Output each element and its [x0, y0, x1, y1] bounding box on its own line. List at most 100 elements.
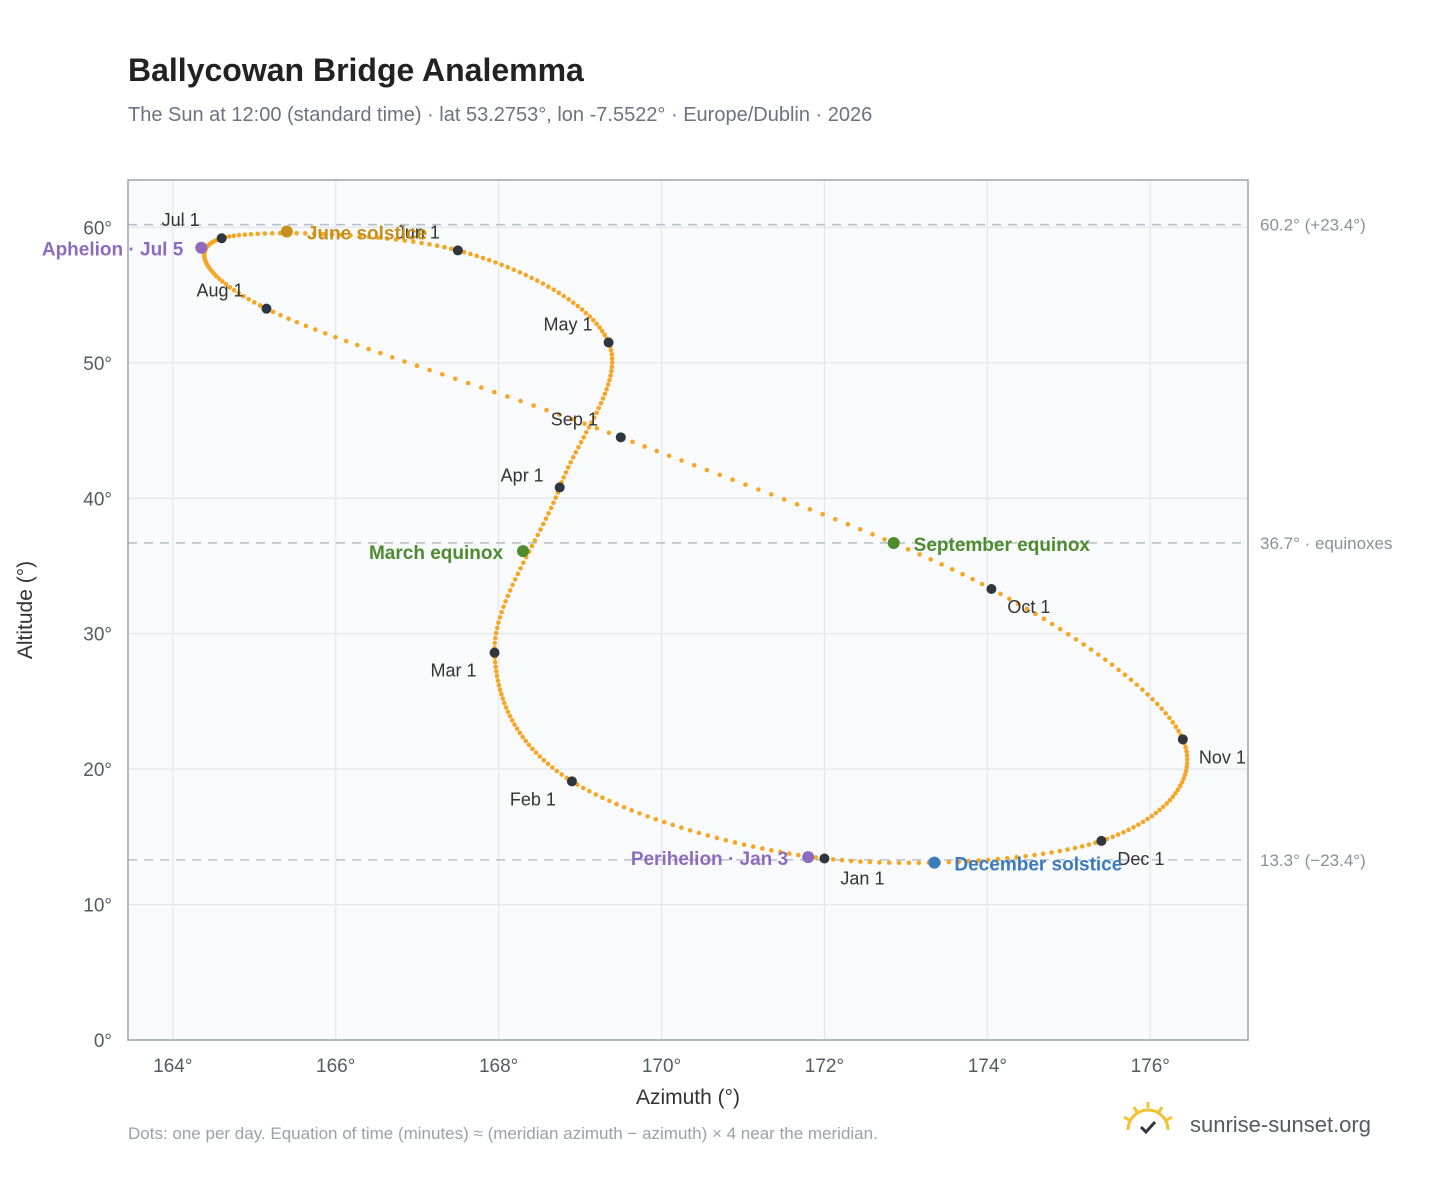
daily-dot	[916, 860, 922, 866]
daily-dot	[756, 487, 761, 492]
daily-dot	[1153, 810, 1159, 816]
month-marker	[986, 584, 997, 595]
daily-dot	[608, 373, 613, 378]
event-label: September equinox	[914, 535, 1091, 556]
daily-dot	[499, 262, 504, 268]
daily-dot	[1116, 667, 1121, 673]
daily-dot	[216, 276, 222, 282]
month-marker	[819, 853, 830, 864]
daily-dot	[732, 840, 738, 845]
daily-dot	[1183, 745, 1188, 750]
daily-dot	[1049, 621, 1055, 627]
daily-dot	[858, 859, 863, 864]
daily-dot	[497, 615, 503, 620]
daily-dot	[1183, 768, 1189, 774]
daily-dot	[589, 420, 594, 425]
daily-dot	[886, 860, 892, 865]
daily-dot	[730, 477, 735, 483]
daily-dot	[550, 765, 555, 770]
daily-dot	[696, 830, 702, 836]
daily-dot	[679, 825, 684, 831]
daily-dot	[1122, 672, 1128, 678]
daily-dot	[594, 410, 599, 416]
daily-dot	[741, 842, 747, 847]
daily-dot	[286, 316, 291, 322]
daily-dot	[1170, 720, 1176, 725]
daily-dot	[760, 846, 765, 851]
daily-dot	[1041, 616, 1047, 622]
month-label: Feb 1	[510, 789, 556, 809]
daily-dot	[1145, 816, 1150, 822]
daily-dot	[366, 346, 371, 352]
daily-dot	[236, 232, 242, 238]
daily-dot	[246, 296, 252, 302]
daily-dot	[468, 251, 473, 257]
daily-dot	[606, 430, 612, 436]
month-label: Jan 1	[840, 869, 884, 889]
daily-dot	[594, 321, 599, 327]
daily-dot	[1110, 834, 1115, 840]
daily-dot	[985, 857, 991, 863]
daily-dot	[354, 342, 360, 348]
daily-dot	[642, 444, 647, 449]
daily-dot	[609, 356, 615, 361]
daily-dot	[600, 795, 605, 801]
brand-logo[interactable]: sunrise-sunset.org	[1120, 1100, 1390, 1150]
event-label: December solstice	[954, 855, 1122, 876]
daily-dot	[594, 425, 600, 431]
daily-dot	[600, 396, 606, 401]
daily-dot	[1057, 626, 1063, 632]
daily-dot	[787, 851, 792, 856]
daily-dot	[609, 352, 615, 357]
daily-dot	[227, 284, 233, 290]
daily-dot	[609, 360, 615, 365]
daily-dot	[414, 363, 420, 369]
daily-dot	[532, 538, 538, 543]
daily-dot	[599, 328, 605, 334]
daily-dot	[465, 380, 471, 386]
daily-dot	[390, 355, 395, 360]
chart-subtitle: The Sun at 12:00 (standard time) · lat 5…	[128, 104, 873, 126]
daily-dot	[1086, 842, 1092, 847]
daily-dot	[568, 460, 573, 465]
daily-dot	[548, 505, 554, 511]
daily-dot	[511, 267, 517, 273]
daily-dot	[526, 742, 532, 748]
daily-dot	[1182, 772, 1188, 778]
daily-dot	[1065, 847, 1070, 852]
daily-dot	[906, 860, 912, 866]
daily-dot	[535, 532, 541, 538]
daily-dot	[540, 521, 546, 527]
daily-dot	[1095, 652, 1101, 657]
daily-dot	[492, 640, 498, 646]
daily-dot	[427, 242, 432, 247]
daily-dot	[813, 855, 819, 860]
daily-dot	[1160, 804, 1166, 810]
month-marker	[261, 303, 272, 314]
daily-dot	[496, 620, 501, 625]
daily-dot	[461, 249, 467, 255]
reference-line-label: 36.7° · equinoxes	[1260, 534, 1393, 553]
daily-dot	[257, 303, 263, 308]
daily-dot	[845, 522, 851, 527]
x-tick-label: 164°	[153, 1056, 192, 1077]
daily-dot	[442, 244, 447, 250]
daily-dot	[717, 472, 723, 478]
daily-dot	[514, 726, 520, 732]
daily-dot	[434, 243, 440, 249]
daily-dot	[1081, 642, 1086, 647]
daily-dot	[1145, 692, 1150, 697]
daily-dot	[427, 367, 432, 373]
daily-dot	[518, 565, 523, 571]
daily-dot	[492, 389, 497, 395]
daily-dot	[486, 257, 492, 263]
daily-dot	[1167, 797, 1173, 803]
daily-dot	[541, 757, 547, 763]
daily-dot	[348, 233, 353, 238]
daily-dot	[492, 635, 498, 641]
daily-dot	[411, 239, 416, 245]
daily-dot	[661, 819, 667, 825]
daily-dot	[1033, 611, 1038, 617]
daily-dot	[820, 512, 825, 517]
